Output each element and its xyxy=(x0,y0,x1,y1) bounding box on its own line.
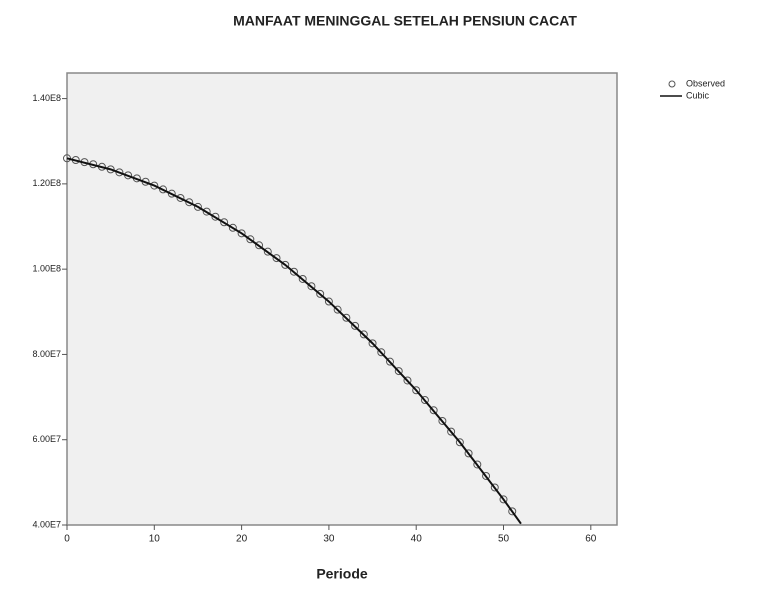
observed-point xyxy=(307,282,316,291)
observed-point xyxy=(289,267,298,276)
observed-point xyxy=(316,289,325,298)
observed-point xyxy=(167,189,176,198)
plot-area xyxy=(66,72,618,526)
observed-point xyxy=(473,460,482,469)
observed-point xyxy=(499,495,508,504)
y-tick-label: 6.00E7 xyxy=(32,434,61,444)
observed-point xyxy=(202,207,211,216)
observed-point xyxy=(324,297,333,306)
x-axis-label: Periode xyxy=(316,566,368,582)
observed-point xyxy=(403,376,412,385)
observed-point xyxy=(368,339,377,348)
x-tick-label: 40 xyxy=(411,534,423,545)
observed-point xyxy=(263,247,272,256)
y-tick-label: 4.00E7 xyxy=(32,519,61,529)
observed-point xyxy=(359,330,368,339)
x-tick-label: 0 xyxy=(64,534,70,545)
observed-point xyxy=(464,449,473,458)
observed-point xyxy=(342,313,351,322)
observed-point xyxy=(211,212,220,221)
observed-point xyxy=(377,348,386,357)
x-tick-label: 60 xyxy=(585,534,597,545)
observed-point xyxy=(333,305,342,314)
observed-point xyxy=(429,406,438,415)
observed-point xyxy=(438,416,447,425)
observed-point xyxy=(255,241,264,250)
observed-point xyxy=(159,185,168,194)
chart-title: MANFAAT MENINGGAL SETELAH PENSIUN CACAT xyxy=(233,13,577,29)
fit-line xyxy=(66,157,522,525)
observed-point xyxy=(351,321,360,330)
observed-point xyxy=(394,367,403,376)
observed-point xyxy=(176,193,185,202)
observed-point xyxy=(386,357,395,366)
observed-point xyxy=(482,471,491,480)
y-tick-label: 8.00E7 xyxy=(32,349,61,359)
observed-point xyxy=(455,438,464,447)
y-tick-label: 1.00E8 xyxy=(32,264,61,274)
observed-point xyxy=(281,260,290,269)
legend-label: Cubic xyxy=(686,90,710,100)
y-tick-label: 1.20E8 xyxy=(32,178,61,188)
observed-point xyxy=(185,198,194,207)
observed-point xyxy=(420,396,429,405)
observed-point xyxy=(490,483,499,492)
observed-point xyxy=(150,181,159,190)
observed-point xyxy=(220,218,229,227)
observed-point xyxy=(508,507,517,516)
observed-point xyxy=(447,427,456,436)
observed-point xyxy=(298,274,307,283)
observed-point xyxy=(228,223,237,232)
legend-symbol xyxy=(668,80,676,88)
observed-point xyxy=(246,235,255,244)
x-tick-label: 10 xyxy=(149,534,161,545)
x-tick-label: 20 xyxy=(236,534,248,545)
observed-point xyxy=(237,229,246,238)
observed-point xyxy=(412,386,421,395)
legend-label: Observed xyxy=(686,78,725,88)
observed-point xyxy=(272,254,281,263)
y-tick-label: 1.40E8 xyxy=(32,93,61,103)
observed-point xyxy=(193,202,202,211)
x-tick-label: 30 xyxy=(323,534,335,545)
x-tick-label: 50 xyxy=(498,534,510,545)
